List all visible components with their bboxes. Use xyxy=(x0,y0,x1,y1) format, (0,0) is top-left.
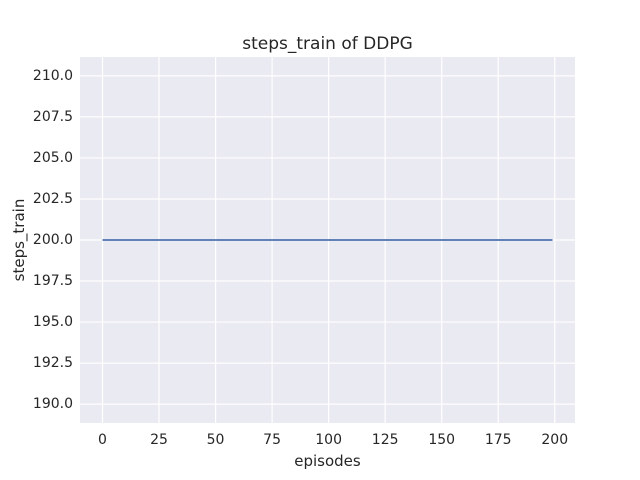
x-tick-label: 50 xyxy=(206,432,225,448)
y-tick-label: 200.0 xyxy=(32,232,73,248)
y-tick-label: 205.0 xyxy=(32,149,73,166)
x-tick-label: 200 xyxy=(541,432,569,448)
chart-title: steps_train of DDPG xyxy=(242,34,413,54)
x-tick-label: 150 xyxy=(428,432,456,448)
plot-area xyxy=(80,57,575,423)
x-axis-label: episodes xyxy=(294,452,361,470)
y-tick-label: 207.5 xyxy=(32,108,73,125)
y-tick-label: 197.5 xyxy=(32,273,73,290)
y-tick-label: 192.5 xyxy=(32,355,73,372)
y-tick-label: 202.5 xyxy=(32,190,73,207)
y-tick-label: 195.0 xyxy=(32,314,73,331)
x-tick-label: 25 xyxy=(150,432,168,448)
y-tick-label: 190.0 xyxy=(32,396,73,413)
x-tick-label: 0 xyxy=(98,432,107,448)
x-tick-label: 175 xyxy=(484,432,512,448)
x-tick-label: 125 xyxy=(371,432,399,448)
x-tick-label: 100 xyxy=(315,432,342,448)
y-tick-label: 210.0 xyxy=(32,67,73,84)
x-tick-label: 75 xyxy=(263,432,281,448)
